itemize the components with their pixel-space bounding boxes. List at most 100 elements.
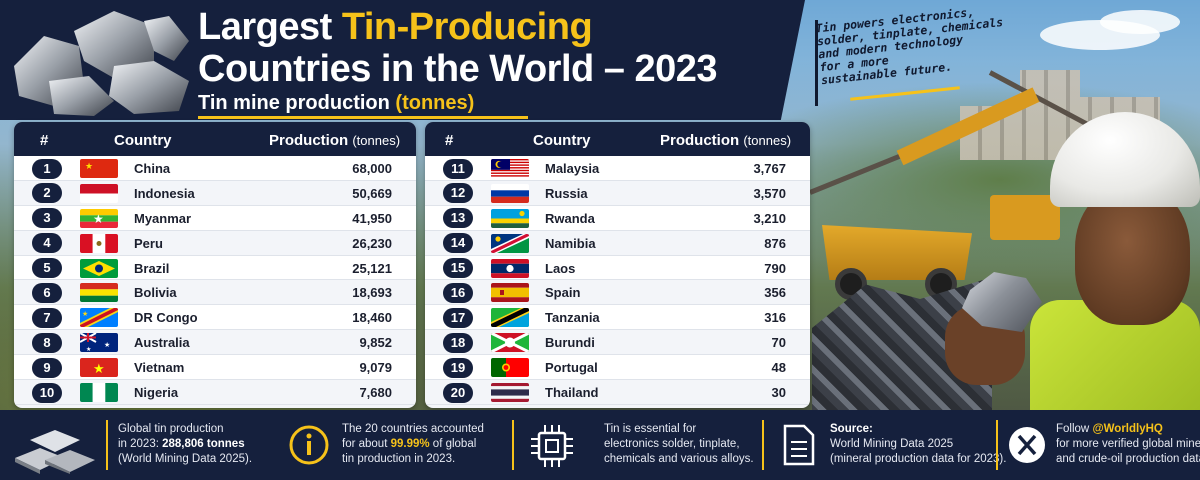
tin-ore-icon bbox=[14, 11, 189, 116]
table-header: # Country Production (tonnes) bbox=[425, 122, 810, 156]
table-row: 18 Burundi 70 bbox=[425, 330, 810, 356]
country-name: Bolivia bbox=[134, 285, 177, 301]
rwanda-flag-icon bbox=[491, 208, 529, 228]
footer-text: Follow @WorldlyHQ for more verified glob… bbox=[1056, 423, 1200, 465]
table-body: 11 Malaysia 3,767 12 Russia 3,570 13 Rwanda 3,21… bbox=[425, 156, 810, 405]
production-value: 41,950 bbox=[352, 210, 392, 226]
drcongo-flag-icon: ★ bbox=[80, 308, 118, 328]
rank-badge: 17 bbox=[443, 307, 473, 328]
footer-text: Tin is essential for electronics solder,… bbox=[604, 423, 754, 465]
table-row: 20 Thailand 30 bbox=[425, 380, 810, 405]
china-flag-icon: ★ bbox=[80, 159, 118, 178]
social-handle-link[interactable]: @WorldlyHQ bbox=[1092, 423, 1163, 435]
rank-badge: 1 bbox=[32, 158, 62, 179]
ranking-table-left: # Country Production (tonnes) 1 ★ China 68,… bbox=[14, 122, 416, 408]
footer-bar: Global tin production in 2023: 288,806 t… bbox=[0, 410, 1200, 480]
country-name: Peru bbox=[134, 235, 163, 251]
production-value: 25,121 bbox=[352, 260, 392, 276]
table-row: 1 ★ China 68,000 bbox=[14, 156, 416, 181]
table-row: 3 ★ Myanmar 41,950 bbox=[14, 205, 416, 231]
table-row: 5 Brazil 25,121 bbox=[14, 255, 416, 281]
production-value: 3,210 bbox=[753, 210, 786, 226]
laos-flag-icon bbox=[491, 258, 529, 278]
country-column-header: Country bbox=[533, 132, 591, 149]
footer-follow[interactable]: Follow @WorldlyHQ for more verified glob… bbox=[1004, 410, 1200, 480]
myanmar-flag-icon: ★ bbox=[80, 208, 118, 228]
rank-badge: 11 bbox=[443, 158, 473, 179]
country-name: Nigeria bbox=[134, 385, 179, 401]
excavator bbox=[990, 195, 1060, 240]
production-value: 356 bbox=[764, 285, 786, 301]
burundi-flag-icon bbox=[491, 333, 529, 353]
production-value: 316 bbox=[764, 310, 786, 326]
svg-text:★: ★ bbox=[93, 212, 104, 226]
table-row: 12 Russia 3,570 bbox=[425, 181, 810, 206]
production-value: 26,230 bbox=[352, 235, 392, 251]
note-bar bbox=[815, 20, 818, 106]
malaysia-flag-icon bbox=[491, 159, 529, 178]
country-name: Thailand bbox=[545, 385, 599, 401]
production-column-header: Production (tonnes) bbox=[660, 132, 792, 149]
table-row: 2 Indonesia 50,669 bbox=[14, 181, 416, 206]
spain-flag-icon bbox=[491, 283, 529, 303]
production-value: 18,460 bbox=[352, 310, 392, 326]
x-logo-icon[interactable] bbox=[1008, 426, 1046, 464]
brazil-flag-icon bbox=[80, 258, 118, 278]
page-title: Largest Tin-Producing bbox=[198, 6, 593, 48]
footer-divider bbox=[106, 420, 108, 470]
production-value: 30 bbox=[771, 385, 786, 401]
table-row: 13 Rwanda 3,210 bbox=[425, 205, 810, 231]
table-row: 8 ★ ★ Australia 9,852 bbox=[14, 330, 416, 356]
production-value: 50,669 bbox=[352, 185, 392, 201]
svg-text:★: ★ bbox=[82, 310, 88, 318]
ranking-table-right: # Country Production (tonnes) 11 Malaysia… bbox=[425, 122, 810, 408]
svg-text:★: ★ bbox=[93, 361, 105, 376]
production-value: 48 bbox=[771, 360, 786, 376]
footer-share: The 20 countries accounted for about 99.… bbox=[280, 410, 510, 480]
table-row: 17 Tanzania 316 bbox=[425, 305, 810, 331]
production-value: 3,767 bbox=[753, 161, 786, 176]
table-row: 7 ★ DR Congo 18,460 bbox=[14, 305, 416, 331]
microchip-icon bbox=[531, 425, 573, 467]
production-value: 3,570 bbox=[753, 185, 786, 201]
bolivia-flag-icon bbox=[80, 283, 118, 303]
rank-badge: 19 bbox=[443, 357, 473, 378]
footer-source: Source: World Mining Data 2025 (mineral … bbox=[770, 410, 1006, 480]
tin-ingots-icon bbox=[15, 430, 95, 474]
info-icon bbox=[289, 425, 329, 465]
peru-flag-icon bbox=[80, 233, 118, 253]
production-value: 9,852 bbox=[359, 335, 392, 351]
country-name: Laos bbox=[545, 260, 576, 276]
country-name: Rwanda bbox=[545, 210, 595, 226]
footer-text: The 20 countries accounted for about 99.… bbox=[342, 423, 484, 465]
subtitle-underline bbox=[198, 116, 528, 119]
country-name: Russia bbox=[545, 185, 588, 201]
australia-flag-icon: ★★ bbox=[80, 333, 118, 353]
production-value: 7,680 bbox=[359, 385, 392, 401]
production-value: 70 bbox=[771, 335, 786, 351]
svg-text:★: ★ bbox=[85, 161, 93, 171]
country-name: Australia bbox=[134, 335, 190, 351]
country-name: Burundi bbox=[545, 335, 595, 351]
country-name: China bbox=[134, 161, 171, 176]
page-subtitle: Tin mine production (tonnes) bbox=[198, 92, 475, 114]
country-name: Vietnam bbox=[134, 360, 185, 376]
table-row: 11 Malaysia 3,767 bbox=[425, 156, 810, 181]
footer-divider bbox=[996, 420, 998, 470]
rank-badge: 9 bbox=[32, 357, 62, 378]
thailand-flag-icon bbox=[491, 383, 529, 403]
country-name: Portugal bbox=[545, 360, 598, 376]
svg-text:★: ★ bbox=[86, 346, 91, 352]
country-name: Spain bbox=[545, 285, 581, 301]
rank-badge: 5 bbox=[32, 258, 62, 279]
namibia-flag-icon bbox=[491, 233, 529, 253]
worker bbox=[1075, 185, 1190, 325]
table-row: 15 Laos 790 bbox=[425, 255, 810, 281]
rank-badge: 4 bbox=[32, 233, 62, 254]
header-banner: Largest Tin-Producing Countries in the W… bbox=[0, 0, 805, 120]
portugal-flag-icon bbox=[491, 358, 529, 378]
document-icon bbox=[783, 424, 815, 466]
rank-badge: 12 bbox=[443, 183, 473, 204]
rank-badge: 14 bbox=[443, 233, 473, 254]
page-title-line2: Countries in the World – 2023 bbox=[198, 48, 718, 90]
